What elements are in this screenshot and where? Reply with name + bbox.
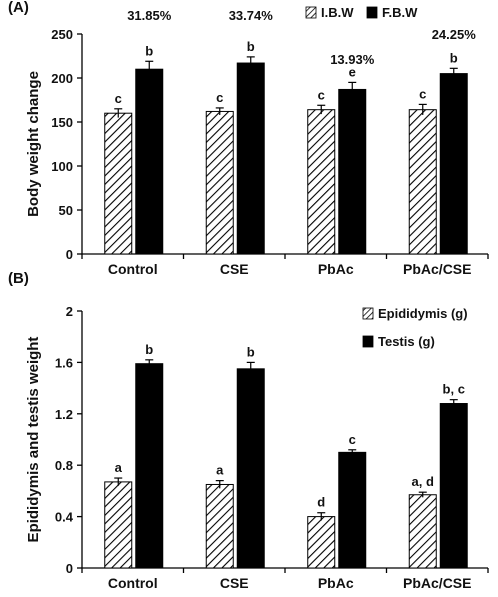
y-tick-label: 200 <box>51 71 73 86</box>
bar <box>439 403 468 569</box>
x-tick-label: PbAc/CSE <box>403 261 471 277</box>
y-axis-title: Body weight change <box>25 71 42 217</box>
y-axis-title: Epididymis and testis weight <box>25 337 42 543</box>
significance-label: c <box>115 91 122 106</box>
bar <box>135 68 164 255</box>
legend-label: Testis (g) <box>378 334 435 349</box>
legend-swatch <box>305 6 317 19</box>
significance-label: b <box>145 342 153 357</box>
legend: Epididymis (g) Testis (g) <box>362 306 468 349</box>
bar <box>338 451 367 569</box>
panel-label: (A) <box>8 0 29 16</box>
y-tick-label: 100 <box>51 159 73 174</box>
significance-label: c <box>349 432 356 447</box>
significance-label: c <box>419 86 426 101</box>
bar <box>205 483 234 569</box>
legend-label: Epididymis (g) <box>378 306 468 321</box>
significance-label: b <box>145 43 153 58</box>
significance-label: c <box>216 90 223 105</box>
bar <box>408 109 437 255</box>
x-tick-label: PbAc/CSE <box>403 575 471 591</box>
y-tick-label: 1.6 <box>55 355 73 370</box>
y-tick-label: 0.4 <box>55 510 74 525</box>
significance-label: c <box>318 87 325 102</box>
bar <box>408 494 437 569</box>
bar <box>439 73 468 255</box>
y-tick-label: 0 <box>66 247 73 262</box>
significance-label: a <box>115 460 123 475</box>
x-tick-label: CSE <box>220 261 249 277</box>
y-tick-label: 0.8 <box>55 458 73 473</box>
x-tick-label: CSE <box>220 575 249 591</box>
bar <box>307 109 336 255</box>
y-tick-label: 0 <box>66 561 73 576</box>
significance-label: a <box>216 463 224 478</box>
percent-change-annotation: 13.93% <box>330 52 375 67</box>
significance-label: b, c <box>443 382 465 397</box>
significance-label: b <box>450 50 458 65</box>
percent-change-annotation: 24.25% <box>432 27 477 42</box>
y-tick-label: 2 <box>66 304 73 319</box>
legend-swatch <box>366 6 378 19</box>
bar <box>307 516 336 569</box>
bar <box>236 368 265 569</box>
y-tick-label: 250 <box>51 27 73 42</box>
x-tick-label: Control <box>108 575 158 591</box>
x-tick-label: Control <box>108 261 158 277</box>
legend-label: I.B.W <box>321 5 354 20</box>
legend-swatch <box>362 335 374 348</box>
bar <box>205 110 234 255</box>
legend-label: F.B.W <box>382 5 418 20</box>
significance-label: d <box>317 495 325 510</box>
percent-change-annotation: 33.74% <box>229 8 274 23</box>
y-tick-label: 150 <box>51 115 73 130</box>
y-tick-label: 50 <box>59 203 73 218</box>
x-tick-label: PbAc <box>318 575 354 591</box>
chart-panel-b: (B) Epididymis and testis weight 0 0.4 0.8 1.… <box>8 270 489 591</box>
significance-label: a, d <box>412 474 434 489</box>
significance-label: b <box>247 39 255 54</box>
panel-label: (B) <box>8 270 29 287</box>
significance-label: e <box>349 64 356 79</box>
bar <box>135 363 164 569</box>
percent-change-annotation: 31.85% <box>127 8 172 23</box>
bar <box>104 112 133 255</box>
legend: I.B.W F.B.W <box>305 5 418 20</box>
bar <box>104 481 133 569</box>
chart-panel-a: (A) Body weight change 0 50 100 150 200 250 Cont… <box>8 0 489 277</box>
significance-label: b <box>247 344 255 359</box>
y-tick-label: 1.2 <box>55 407 73 422</box>
legend-swatch <box>362 307 374 320</box>
bar <box>236 62 265 255</box>
bar <box>338 88 367 255</box>
x-tick-label: PbAc <box>318 261 354 277</box>
